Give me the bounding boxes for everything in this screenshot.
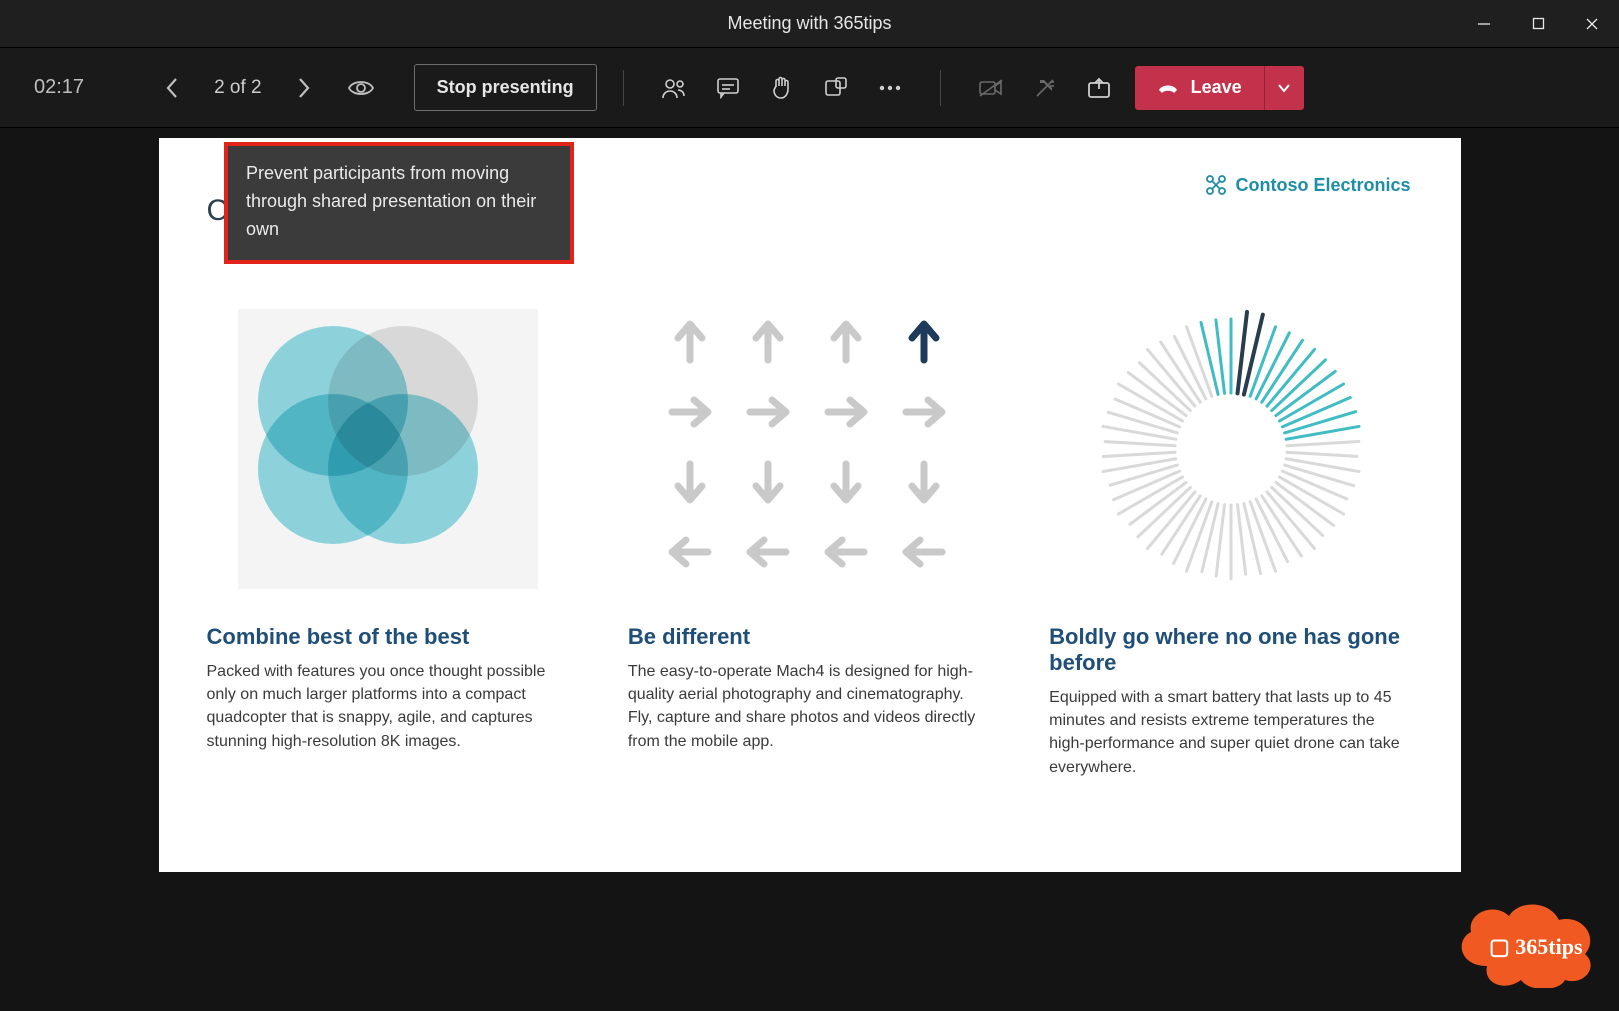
camera-button[interactable] xyxy=(967,64,1015,112)
meeting-timer: 02:17 xyxy=(34,76,84,99)
next-slide-button[interactable] xyxy=(282,66,326,110)
window-controls xyxy=(1457,0,1619,47)
tips-badge: ▢ 365tips xyxy=(1449,896,1599,993)
maximize-button[interactable] xyxy=(1511,0,1565,48)
leave-button[interactable]: Leave xyxy=(1135,66,1264,110)
rooms-button[interactable] xyxy=(812,64,860,112)
private-view-button[interactable] xyxy=(338,66,384,110)
slide-columns: Combine best of the best Packed with fea… xyxy=(207,304,1413,779)
venn-graphic xyxy=(207,304,570,594)
column-title: Combine best of the best xyxy=(207,624,570,650)
column-1: Combine best of the best Packed with fea… xyxy=(207,304,570,779)
column-body: Packed with features you once thought po… xyxy=(207,660,570,753)
column-body: Equipped with a smart battery that lasts… xyxy=(1049,686,1412,779)
stop-presenting-button[interactable]: Stop presenting xyxy=(414,64,597,111)
mic-button[interactable] xyxy=(1021,64,1069,112)
participants-button[interactable] xyxy=(650,64,698,112)
column-title: Be different xyxy=(628,624,991,650)
hangup-icon xyxy=(1157,80,1179,96)
raise-hand-button[interactable] xyxy=(758,64,806,112)
column-title: Boldly go where no one has gone before xyxy=(1049,624,1412,676)
tooltip-text: Prevent participants from moving through… xyxy=(246,163,536,239)
chat-button[interactable] xyxy=(704,64,752,112)
prev-slide-button[interactable] xyxy=(150,66,194,110)
svg-text:▢ 365tips: ▢ 365tips xyxy=(1489,934,1583,959)
leave-label: Leave xyxy=(1191,77,1242,98)
brand-logo: Contoso Electronics xyxy=(1205,174,1410,196)
meeting-toolbar: 02:17 2 of 2 Stop presenting Leave xyxy=(0,48,1619,128)
leave-chevron-button[interactable] xyxy=(1264,66,1304,110)
brand-text: Contoso Electronics xyxy=(1235,175,1410,196)
window-title: Meeting with 365tips xyxy=(727,13,891,34)
separator xyxy=(623,70,624,106)
drone-icon xyxy=(1205,174,1227,196)
share-button[interactable] xyxy=(1075,64,1123,112)
more-actions-button[interactable] xyxy=(866,64,914,112)
column-2: Be different The easy-to-operate Mach4 i… xyxy=(628,304,991,779)
column-body: The easy-to-operate Mach4 is designed fo… xyxy=(628,660,991,753)
arrow-grid-graphic xyxy=(628,304,991,594)
separator xyxy=(940,70,941,106)
tooltip: Prevent participants from moving through… xyxy=(224,142,574,264)
slide-counter: 2 of 2 xyxy=(214,77,262,99)
close-button[interactable] xyxy=(1565,0,1619,48)
title-bar: Meeting with 365tips xyxy=(0,0,1619,48)
column-3: Boldly go where no one has gone before E… xyxy=(1049,304,1412,779)
leave-group: Leave xyxy=(1135,66,1304,110)
minimize-button[interactable] xyxy=(1457,0,1511,48)
sunburst-graphic xyxy=(1049,304,1412,594)
